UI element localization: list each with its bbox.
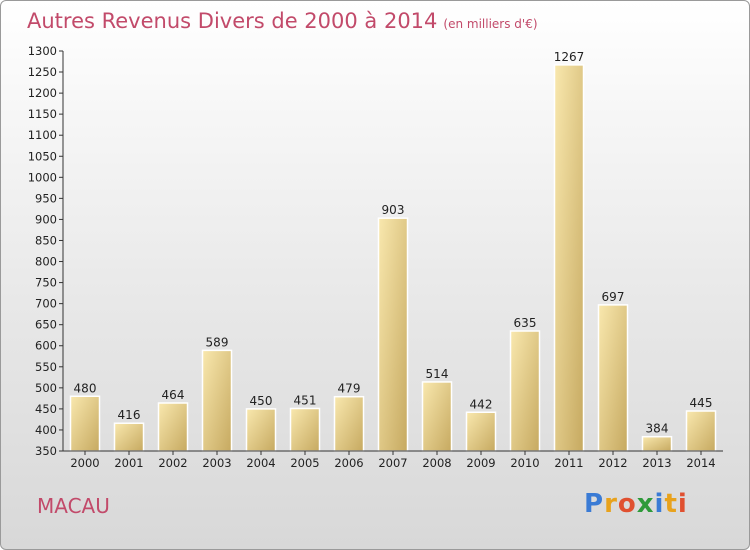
value-label-2008: 514 bbox=[426, 367, 449, 381]
bars-group: 480 416 464 589 450 451 479 903 514 442 635 1267 697… bbox=[69, 50, 717, 452]
value-label-2006: 479 bbox=[338, 382, 361, 396]
title-text: Autres Revenus Divers de 2000 à 2014 bbox=[27, 9, 438, 33]
bar-2003 bbox=[201, 349, 233, 452]
value-label-2000: 480 bbox=[74, 381, 97, 395]
bar-2010 bbox=[509, 330, 541, 452]
bar-2007 bbox=[377, 217, 409, 452]
y-tick-label-850: 850 bbox=[35, 233, 57, 247]
x-tick-label-2012: 2012 bbox=[598, 456, 627, 470]
x-tick-label-2004: 2004 bbox=[246, 456, 275, 470]
x-tick-label-2006: 2006 bbox=[334, 456, 363, 470]
x-tick-label-2000: 2000 bbox=[70, 456, 99, 470]
x-tick-label-2010: 2010 bbox=[510, 456, 539, 470]
logo-letter: t bbox=[664, 489, 678, 519]
x-axis: 2000 2001 2002 2003 2004 2005 2006 2007 2008 2009… bbox=[63, 450, 723, 470]
bar-2002 bbox=[157, 402, 189, 452]
logo-letter: o bbox=[617, 489, 637, 519]
bar-2000 bbox=[69, 395, 101, 452]
x-tick-label-2009: 2009 bbox=[466, 456, 495, 470]
value-label-2005: 451 bbox=[294, 393, 317, 407]
x-tick-label-2001: 2001 bbox=[114, 456, 143, 470]
y-tick-label-900: 900 bbox=[35, 212, 57, 226]
x-tick-label-2003: 2003 bbox=[202, 456, 231, 470]
bar-2012 bbox=[597, 304, 629, 452]
y-tick-label-700: 700 bbox=[35, 297, 57, 311]
bar-2001 bbox=[113, 422, 145, 452]
y-tick-label-1150: 1150 bbox=[28, 107, 57, 121]
value-label-2011: 1267 bbox=[554, 50, 585, 64]
logo-letter: i bbox=[654, 489, 665, 519]
x-tick-label-2014: 2014 bbox=[686, 456, 715, 470]
y-tick-label-550: 550 bbox=[35, 360, 57, 374]
y-tick-label-350: 350 bbox=[35, 444, 57, 458]
x-tick-label-2007: 2007 bbox=[378, 456, 407, 470]
value-label-2004: 450 bbox=[250, 394, 273, 408]
bar-2013 bbox=[641, 435, 673, 452]
y-tick-label-1050: 1050 bbox=[28, 149, 57, 163]
y-tick-label-800: 800 bbox=[35, 255, 57, 269]
bar-2014 bbox=[685, 410, 717, 452]
x-tick-label-2013: 2013 bbox=[642, 456, 671, 470]
bar-2011 bbox=[553, 64, 585, 452]
value-label-2014: 445 bbox=[690, 396, 713, 410]
x-tick-label-2011: 2011 bbox=[554, 456, 583, 470]
city-name: MACAU bbox=[37, 494, 110, 518]
value-label-2012: 697 bbox=[602, 290, 625, 304]
logo-letter: x bbox=[636, 489, 655, 519]
y-tick-label-1000: 1000 bbox=[28, 170, 57, 184]
y-tick-label-650: 650 bbox=[35, 318, 57, 332]
logo-letter: r bbox=[604, 489, 618, 519]
y-tick-label-750: 750 bbox=[35, 276, 57, 290]
y-tick-label-600: 600 bbox=[35, 339, 57, 353]
y-tick-label-400: 400 bbox=[35, 423, 57, 437]
value-label-2002: 464 bbox=[162, 388, 185, 402]
y-tick-label-450: 450 bbox=[35, 402, 57, 416]
x-tick-label-2008: 2008 bbox=[422, 456, 451, 470]
value-label-2009: 442 bbox=[470, 397, 493, 411]
y-tick-label-1250: 1250 bbox=[28, 65, 57, 79]
logo-letter: P bbox=[584, 489, 605, 519]
y-tick-label-1300: 1300 bbox=[28, 44, 57, 58]
bar-2005 bbox=[289, 407, 321, 452]
value-label-2007: 903 bbox=[382, 203, 405, 217]
y-tick-label-500: 500 bbox=[35, 381, 57, 395]
chart-title: Autres Revenus Divers de 2000 à 2014 (en … bbox=[27, 9, 538, 33]
bar-2008 bbox=[421, 381, 453, 452]
bar-2004 bbox=[245, 408, 277, 452]
x-tick-label-2005: 2005 bbox=[290, 456, 319, 470]
y-tick-label-1200: 1200 bbox=[28, 86, 57, 100]
chart-subtitle: (en milliers d'€) bbox=[443, 17, 538, 31]
x-tick-label-2002: 2002 bbox=[158, 456, 187, 470]
logo-letter: i bbox=[677, 489, 688, 519]
value-label-2001: 416 bbox=[118, 408, 141, 422]
bar-2006 bbox=[333, 395, 365, 452]
proxiti-logo: Proxiti bbox=[584, 489, 688, 519]
bar-2009 bbox=[465, 411, 497, 452]
y-tick-label-950: 950 bbox=[35, 191, 57, 205]
value-label-2003: 589 bbox=[206, 335, 229, 349]
y-axis: 350 400 450 500 550 600 650 700 750 800 850 900 950 1… bbox=[28, 44, 64, 458]
y-tick-label-1100: 1100 bbox=[28, 128, 57, 142]
value-label-2010: 635 bbox=[514, 316, 537, 330]
value-label-2013: 384 bbox=[646, 422, 669, 436]
